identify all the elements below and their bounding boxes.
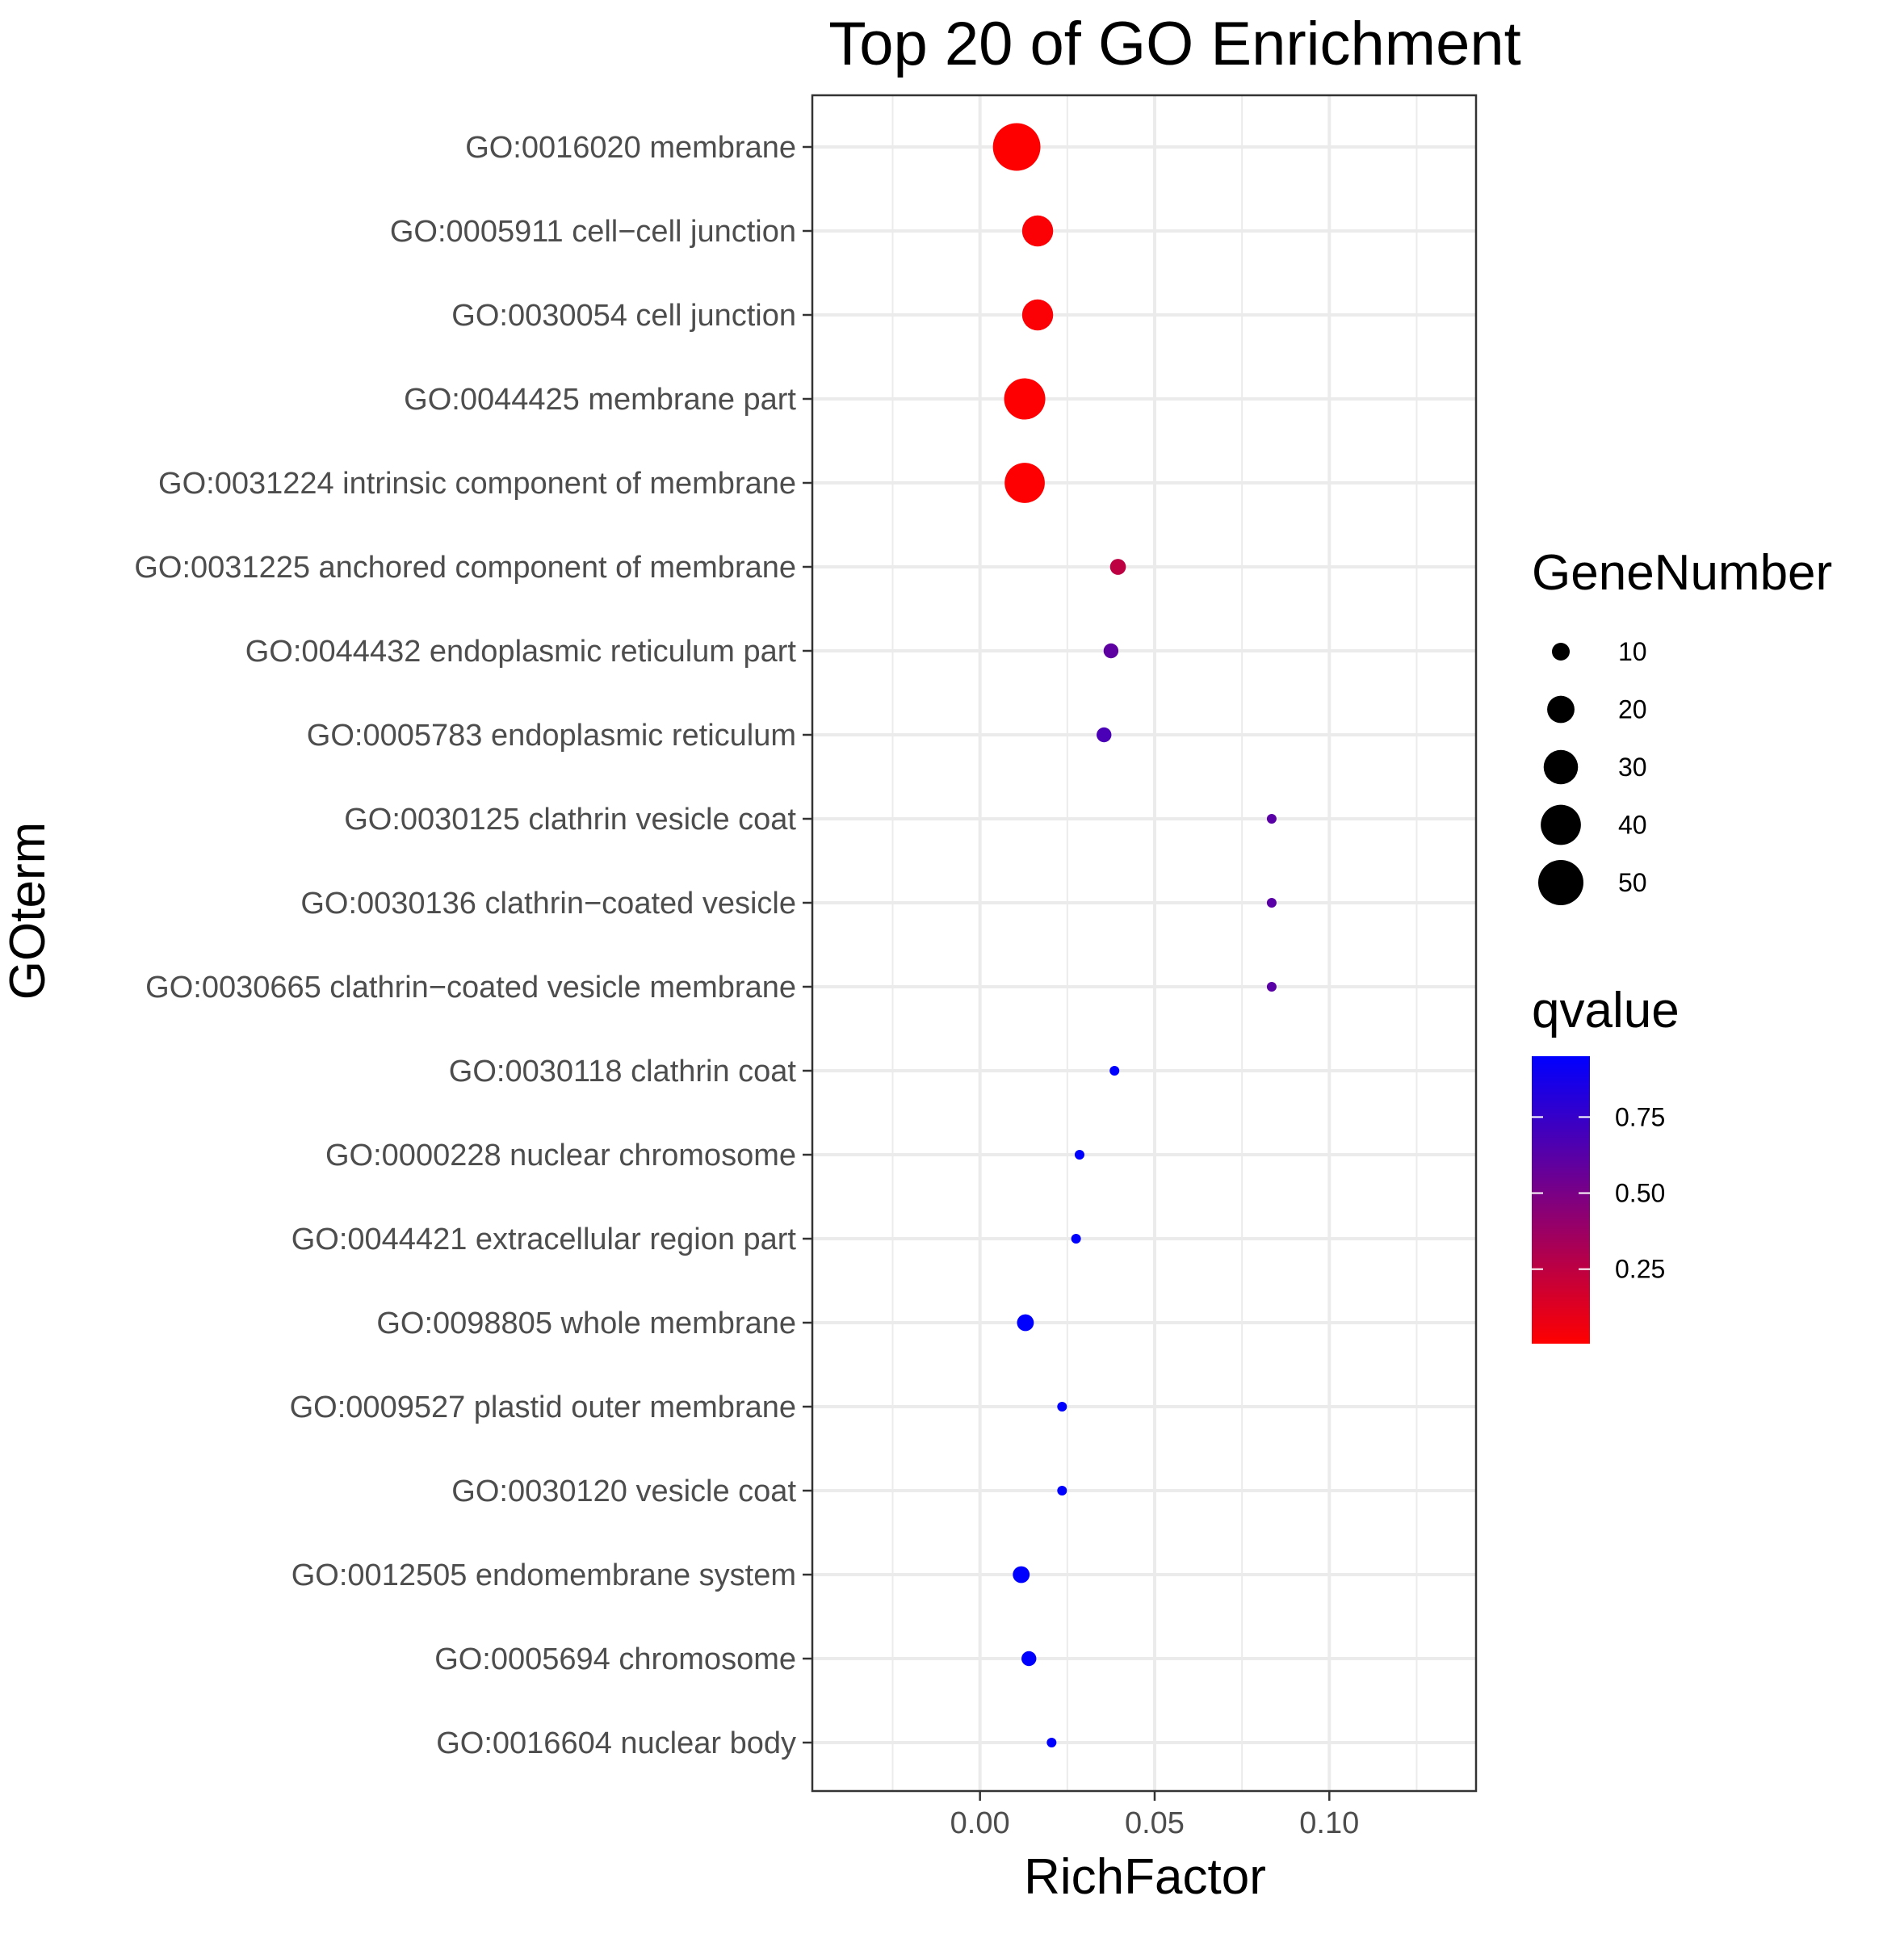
y-tick-label: GO:0044425 membrane part <box>404 383 796 417</box>
x-tick-label: 0.00 <box>950 1806 1010 1840</box>
data-point <box>1109 559 1126 575</box>
y-axis-title: GOterm <box>0 822 56 1000</box>
y-tick-label: GO:0000228 nuclear chromosome <box>325 1139 796 1172</box>
legend-color-label: 0.25 <box>1615 1255 1665 1284</box>
y-tick-label: GO:0031225 anchored component of membran… <box>134 551 796 585</box>
legend-size-label: 30 <box>1618 753 1647 782</box>
data-point <box>1021 1651 1037 1667</box>
data-point <box>1021 299 1054 331</box>
y-tick-label: GO:0031224 intrinsic component of membra… <box>158 467 796 501</box>
data-point <box>1057 1402 1067 1412</box>
legend-color-title: qvalue <box>1532 983 1680 1038</box>
x-tick-label: 0.05 <box>1125 1806 1185 1840</box>
legend-size-title: GeneNumber <box>1532 545 1832 601</box>
y-tick-label: GO:0012505 endomembrane system <box>291 1558 796 1592</box>
legend-color-label: 0.75 <box>1615 1102 1665 1131</box>
data-point <box>1071 1234 1081 1244</box>
legend-size-label: 10 <box>1618 637 1647 666</box>
legend-gene-number: GeneNumber 10 20 30 40 50 <box>1532 545 1832 905</box>
y-tick-label: GO:0016604 nuclear body <box>436 1726 796 1760</box>
legend-size-key <box>1547 695 1575 724</box>
y-tick-label: GO:0030665 clathrin−coated vesicle membr… <box>145 971 796 1005</box>
y-tick-label: GO:0030118 clathrin coat <box>449 1055 797 1089</box>
y-tick-label: GO:0005911 cell−cell junction <box>390 215 796 249</box>
data-point <box>1103 643 1119 659</box>
panel-background <box>812 95 1476 1791</box>
legend-size-label: 40 <box>1618 811 1647 840</box>
data-point <box>1017 1314 1034 1332</box>
x-axis-ticks: 0.00 0.05 0.10 <box>950 1791 1359 1840</box>
data-point <box>1021 215 1054 247</box>
x-axis-title: RichFactor <box>1024 1849 1266 1905</box>
data-points <box>992 123 1277 1747</box>
data-point <box>1004 378 1046 420</box>
y-tick-label: GO:0009527 plastid outer membrane <box>290 1391 796 1424</box>
data-point <box>1266 982 1277 992</box>
data-point <box>1109 1066 1120 1076</box>
y-tick-label: GO:0005783 endoplasmic reticulum <box>307 719 796 753</box>
data-point <box>1074 1150 1084 1160</box>
data-point <box>1266 814 1277 824</box>
plot-panel <box>811 94 1478 1793</box>
legend-qvalue: qvalue 0.25 0.50 0.75 <box>1532 983 1680 1344</box>
data-point <box>1046 1738 1057 1747</box>
y-axis-ticks: GO:0016020 membrane GO:0005911 cell−cell … <box>134 131 812 1760</box>
y-tick-label: GO:0030120 vesicle coat <box>451 1474 796 1508</box>
data-point <box>992 123 1041 171</box>
y-tick-label: GO:0030136 clathrin−coated vesicle <box>300 887 796 921</box>
legend-size-key <box>1538 860 1583 905</box>
legend-size-key <box>1541 804 1581 845</box>
y-tick-label: GO:0044421 extracellular region part <box>291 1223 797 1256</box>
legend-size-label: 50 <box>1618 868 1647 897</box>
legend-size-key <box>1543 749 1579 785</box>
chart-title: Top 20 of GO Enrichment <box>828 10 1521 78</box>
data-point <box>1057 1486 1067 1495</box>
data-point <box>1266 898 1277 908</box>
panel-border <box>811 94 1478 1793</box>
legend-color-label: 0.50 <box>1615 1179 1665 1208</box>
x-tick-label: 0.10 <box>1299 1806 1359 1840</box>
y-tick-label: GO:0098805 whole membrane <box>376 1307 796 1340</box>
data-point <box>1097 727 1112 743</box>
y-tick-label: GO:0016020 membrane <box>465 131 796 165</box>
y-tick-label: GO:0030125 clathrin vesicle coat <box>344 803 796 837</box>
data-point <box>1013 1566 1030 1584</box>
data-point <box>1004 463 1045 503</box>
y-tick-label: GO:0044432 endoplasmic reticulum part <box>245 635 797 669</box>
legend-size-label: 20 <box>1618 695 1647 724</box>
legend-size-key <box>1552 643 1570 661</box>
y-tick-label: GO:0030054 cell junction <box>451 299 796 333</box>
qvalue-colorbar <box>1532 1056 1590 1344</box>
y-tick-label: GO:0005694 chromosome <box>434 1642 796 1676</box>
